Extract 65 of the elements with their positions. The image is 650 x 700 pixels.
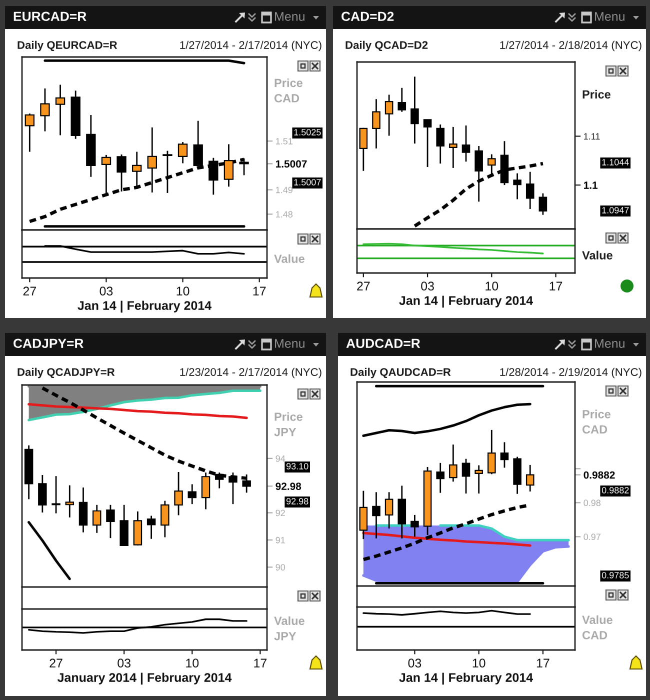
- text: 1.1044: [602, 159, 629, 166]
- y-tick-label: 92: [276, 510, 285, 516]
- x-tick-label: 17: [253, 286, 266, 296]
- y-tick-label: 0.9882: [584, 471, 615, 479]
- y-tick-label: 94: [276, 455, 286, 462]
- x-tick-label: 27: [357, 282, 370, 290]
- x-tick-label: 17: [254, 658, 267, 668]
- x-tick-label: 03: [118, 658, 130, 668]
- text: Menu: [275, 339, 304, 348]
- y-tick-label: 0.98: [584, 500, 601, 506]
- x-axis-title: Jan 14 | February 2014: [399, 672, 534, 685]
- y-tick-label: 1.48: [276, 211, 293, 218]
- x-axis-title: Jan 14 | February 2014: [78, 300, 212, 313]
- y-axis-title: Value CAD: [582, 615, 612, 640]
- chart-title: CAD=D2: [342, 12, 394, 22]
- y-tick-label: 1.1: [584, 182, 598, 189]
- text: 1/27/2014 - 2/17/2014 (NYC): [180, 40, 322, 52]
- chart-title: AUDCAD=R: [346, 338, 420, 348]
- chart-subtitle: Daily QAUDCAD=R: [350, 368, 451, 378]
- y-axis-title: Price: [582, 90, 610, 99]
- text: 1/27/2014 - 2/18/2014 (NYC): [500, 40, 642, 52]
- y-axis-title: Value JPY: [274, 616, 304, 640]
- x-tick-label: 10: [186, 658, 199, 668]
- x-tick-label: 10: [176, 286, 190, 296]
- text: 1.0947: [602, 207, 629, 214]
- y-tick-label: 90: [276, 564, 286, 571]
- x-tick-label: 10: [472, 658, 486, 668]
- x-tick-label: 17: [536, 658, 550, 668]
- chart-title: EURCAD=R: [14, 12, 86, 22]
- y-axis-title: Value: [274, 254, 304, 263]
- text: Menu: [595, 339, 624, 348]
- chart-subtitle: Daily QCAD=D2: [346, 40, 428, 52]
- text: 0.9882: [602, 487, 629, 494]
- text: 1/28/2014 - 2/19/2014 (NYC): [500, 368, 642, 378]
- x-axis-title: Jan 14 | February 2014: [399, 296, 534, 308]
- y-tick-label: 0.97: [584, 534, 600, 540]
- chart-title: CADJPY=R: [14, 338, 84, 348]
- y-axis-title: Price CAD: [582, 410, 610, 434]
- text: 1.5025: [294, 129, 321, 136]
- y-tick-label: 1.51: [276, 138, 292, 144]
- chart-subtitle: Daily QCADJPY=R: [18, 368, 115, 378]
- x-tick-label: 03: [421, 282, 434, 291]
- x-tick-label: 03: [100, 286, 113, 296]
- text: Menu: [595, 12, 624, 21]
- x-tick-label: 27: [50, 658, 62, 668]
- text: 1/23/2014 - 2/17/2014 (NYC): [180, 368, 322, 378]
- y-axis-title: Price CAD: [274, 78, 302, 102]
- chart-subtitle: Daily QEURCAD=R: [18, 40, 118, 52]
- y-axis-title: Price JPY: [274, 412, 302, 436]
- y-tick-label: 1.49: [276, 186, 292, 194]
- y-tick-label: 92.98: [276, 482, 302, 490]
- text: Menu: [275, 12, 304, 21]
- x-tick-label: 10: [486, 282, 498, 291]
- y-tick-label: 1.5007: [276, 160, 307, 168]
- x-tick-label: 17: [550, 282, 562, 290]
- y-tick-label: 91: [276, 536, 285, 544]
- y-tick-label: 1.11: [584, 133, 600, 140]
- x-tick-label: 03: [408, 658, 422, 668]
- text: 92.98: [286, 498, 308, 504]
- text: 93.10: [286, 463, 308, 470]
- y-axis-title: Value: [582, 250, 612, 260]
- x-tick-label: 27: [23, 286, 36, 296]
- text: 0.9785: [602, 572, 629, 578]
- x-axis-title: January 2014 | February 2014: [57, 672, 232, 685]
- text: 1.5007: [294, 179, 321, 186]
